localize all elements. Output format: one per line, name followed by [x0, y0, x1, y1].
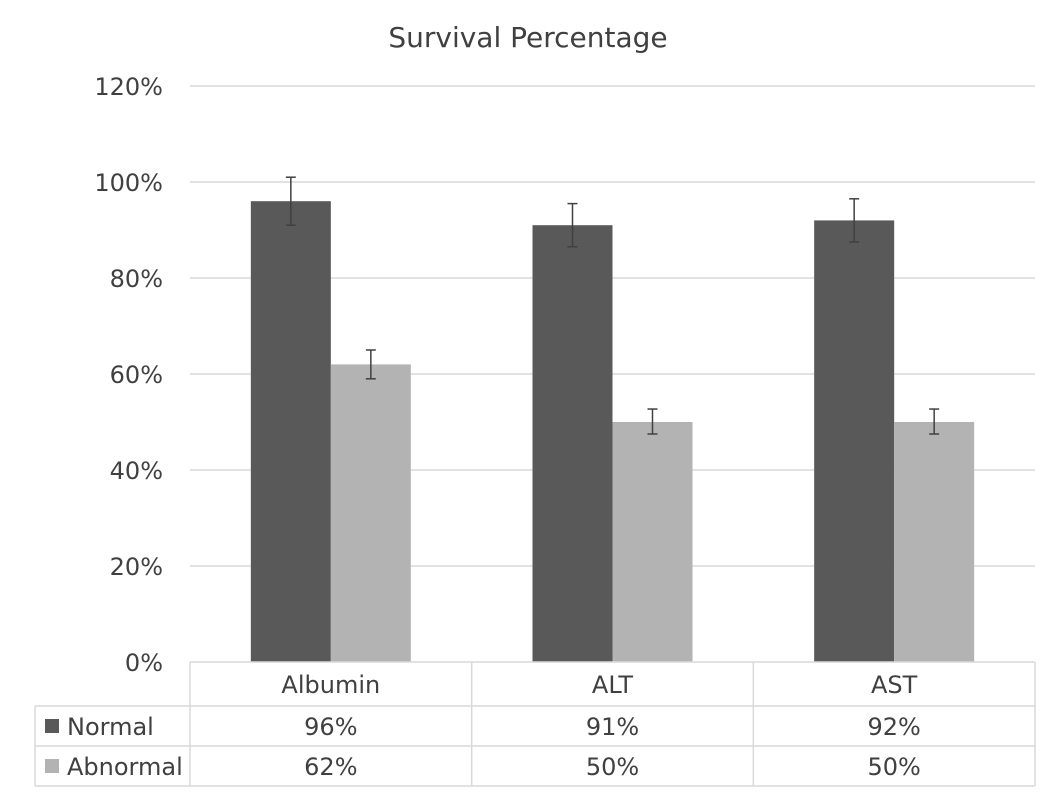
data-label: 96%	[304, 713, 357, 741]
category-label: Albumin	[281, 671, 380, 699]
data-label: 92%	[867, 713, 920, 741]
data-table: Albumin ALT AST Normal 96% 91% 92% Abnormal 62% 5…	[34, 661, 1036, 787]
y-tick-label: 20%	[110, 553, 163, 581]
bars	[250, 201, 975, 662]
y-tick-label: 0%	[125, 649, 163, 677]
bar-normal-alt	[532, 225, 613, 662]
bar-normal-albumin	[250, 201, 331, 662]
legend-key-normal	[45, 719, 59, 733]
legend-key-abnormal	[45, 759, 59, 773]
data-label: 62%	[304, 753, 357, 781]
y-tick-label: 60%	[110, 361, 163, 389]
bar-normal-ast	[814, 220, 895, 662]
y-axis-tick-labels: 0% 20% 40% 60% 80% 100% 120%	[94, 73, 163, 677]
category-label: AST	[871, 671, 918, 699]
category-label: ALT	[592, 671, 633, 699]
error-bars	[285, 176, 940, 435]
data-label: 91%	[586, 713, 639, 741]
y-tick-label: 40%	[110, 457, 163, 485]
bar-abnormal-albumin	[330, 364, 411, 662]
y-tick-label: 100%	[94, 169, 163, 197]
data-label: 50%	[586, 753, 639, 781]
legend-label-abnormal: Abnormal	[67, 753, 183, 781]
data-label: 50%	[867, 753, 920, 781]
legend-label-normal: Normal	[67, 713, 154, 741]
chart-title: Survival Percentage	[388, 21, 667, 54]
y-tick-label: 120%	[94, 73, 163, 101]
y-tick-label: 80%	[110, 265, 163, 293]
bar-abnormal-ast	[894, 422, 975, 662]
bar-abnormal-alt	[612, 422, 693, 662]
